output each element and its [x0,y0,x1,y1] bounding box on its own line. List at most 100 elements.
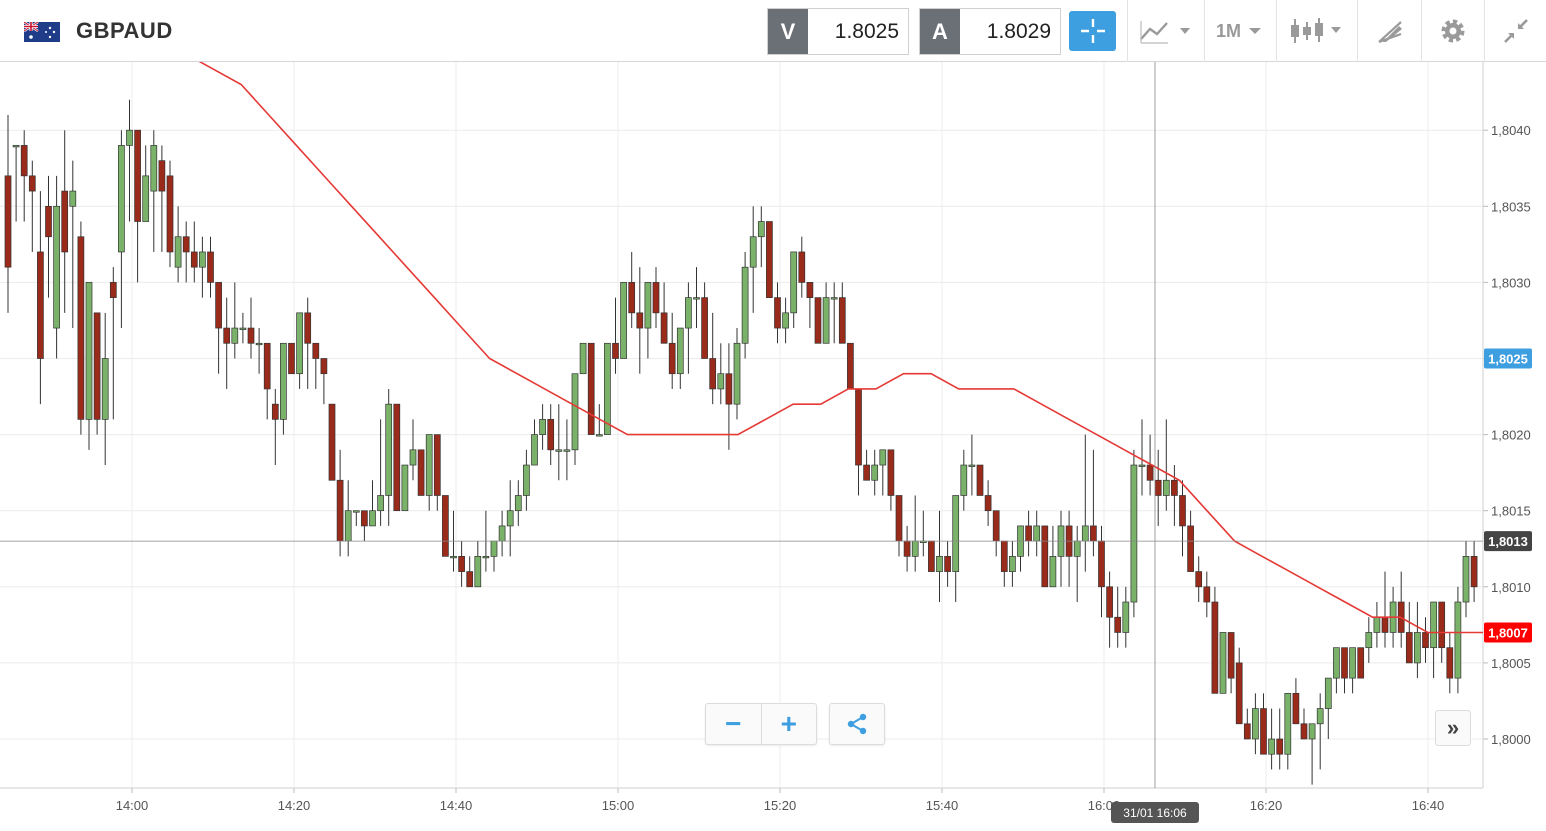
candle-down [903,540,911,557]
candle-down [466,571,474,588]
candle-up [514,495,522,512]
candle-down [417,449,425,496]
cursor-time-tag [1111,802,1199,823]
candle-down [895,495,903,542]
x-tick-label: 14:20 [278,798,311,813]
candle-up [174,236,182,268]
candle-up [280,342,287,420]
candle-up [830,297,838,300]
candle-up [401,464,409,512]
candle-down [652,282,660,314]
candle-down [992,510,1000,542]
candle-down [1000,540,1008,572]
candle-down [887,449,895,496]
zoom-out-button[interactable]: − [725,708,742,739]
candle-down [4,175,12,268]
candle-up [1162,479,1170,496]
candle-up [1349,647,1356,679]
candle-up [790,251,798,314]
candle-down [271,403,279,420]
candle-up [1462,556,1470,603]
candle-up [498,525,506,542]
candle-down [1341,647,1348,679]
candle-down [1098,540,1105,588]
candle-up [1130,464,1138,603]
candle-down [336,479,344,542]
scroll-forward-button[interactable]: » [1435,710,1471,746]
candle-down [1171,479,1178,496]
y-tick-label: 1,8030 [1491,275,1531,290]
chart-type-button[interactable] [1127,0,1204,62]
sell-price-button[interactable]: V 1.8025 [767,8,909,55]
crosshair-button[interactable] [1069,11,1116,51]
candle-up [369,510,376,527]
buy-tag: A [920,9,960,54]
candle-style-button[interactable] [1276,0,1357,62]
candle-down [207,251,214,283]
candle-up [385,403,393,496]
candle-down [1276,738,1284,755]
period-select[interactable]: 1M [1204,0,1276,62]
candle-down [28,175,36,192]
candle-down [223,327,231,344]
candle-down [1114,616,1122,633]
candle-down [1292,692,1300,725]
candle-up [604,342,611,435]
candle-up [1324,677,1332,709]
candle-up [563,449,571,452]
candle-up [1316,708,1324,725]
candle-up [952,495,960,572]
y-tick-label: 1,8020 [1491,428,1531,443]
candle-down [37,251,44,359]
candle-up [757,221,765,238]
candle-up [344,510,352,542]
candle-up [1033,525,1041,542]
collapse-icon [1503,19,1528,43]
candle-down [709,358,717,390]
candle-up [377,495,384,512]
buy-price-button[interactable]: A 1.8029 [919,8,1061,55]
candle-up [1430,601,1437,649]
candle-up [69,190,77,207]
share-button[interactable] [829,703,885,745]
draw-icon [1377,21,1402,44]
candle-down [1146,464,1154,481]
candle-down [612,342,619,359]
drawing-tools-button[interactable] [1357,0,1421,62]
candle-down [1179,495,1186,527]
candle-up [911,540,919,557]
candle-up [968,464,976,467]
candle-up [482,556,490,559]
candle-down [636,312,644,329]
settings-button[interactable] [1421,0,1484,62]
candle-down [984,495,992,512]
gb-au-flag-icon [24,22,60,42]
cursor-time-label: 31/01 16:06 [1123,806,1187,820]
collapse-button[interactable] [1484,0,1546,62]
candle-up [450,556,457,559]
period-label: 1M [1215,20,1241,41]
candle-down [1470,556,1478,588]
candle-up [749,236,757,268]
candle-up [579,342,587,375]
candle-up [741,266,749,344]
candle-down [701,297,708,359]
candle-down [1090,525,1097,542]
candle-up [644,282,652,329]
candle-up [822,297,830,344]
candle-down [182,236,190,253]
candle-up [571,373,579,451]
crosshair-cursor: 31/01 16:06 [0,62,1483,823]
candle-down [158,160,166,192]
zoom-in-button[interactable]: + [760,704,817,744]
candle-up [506,510,514,527]
candle-down [725,373,733,405]
y-tick-label: 1,8035 [1491,199,1531,214]
price-chart[interactable]: 1,80001,80051,80101,80151,80201,80251,80… [0,62,1546,831]
chart-toolbar: GBPAUD V 1.8025 A 1.8029 1M [0,0,1546,62]
candle-up [199,251,206,268]
candle-down [628,282,636,314]
quote-price-tag [1484,348,1532,369]
candle-down [855,388,862,466]
candle-up [871,464,879,481]
